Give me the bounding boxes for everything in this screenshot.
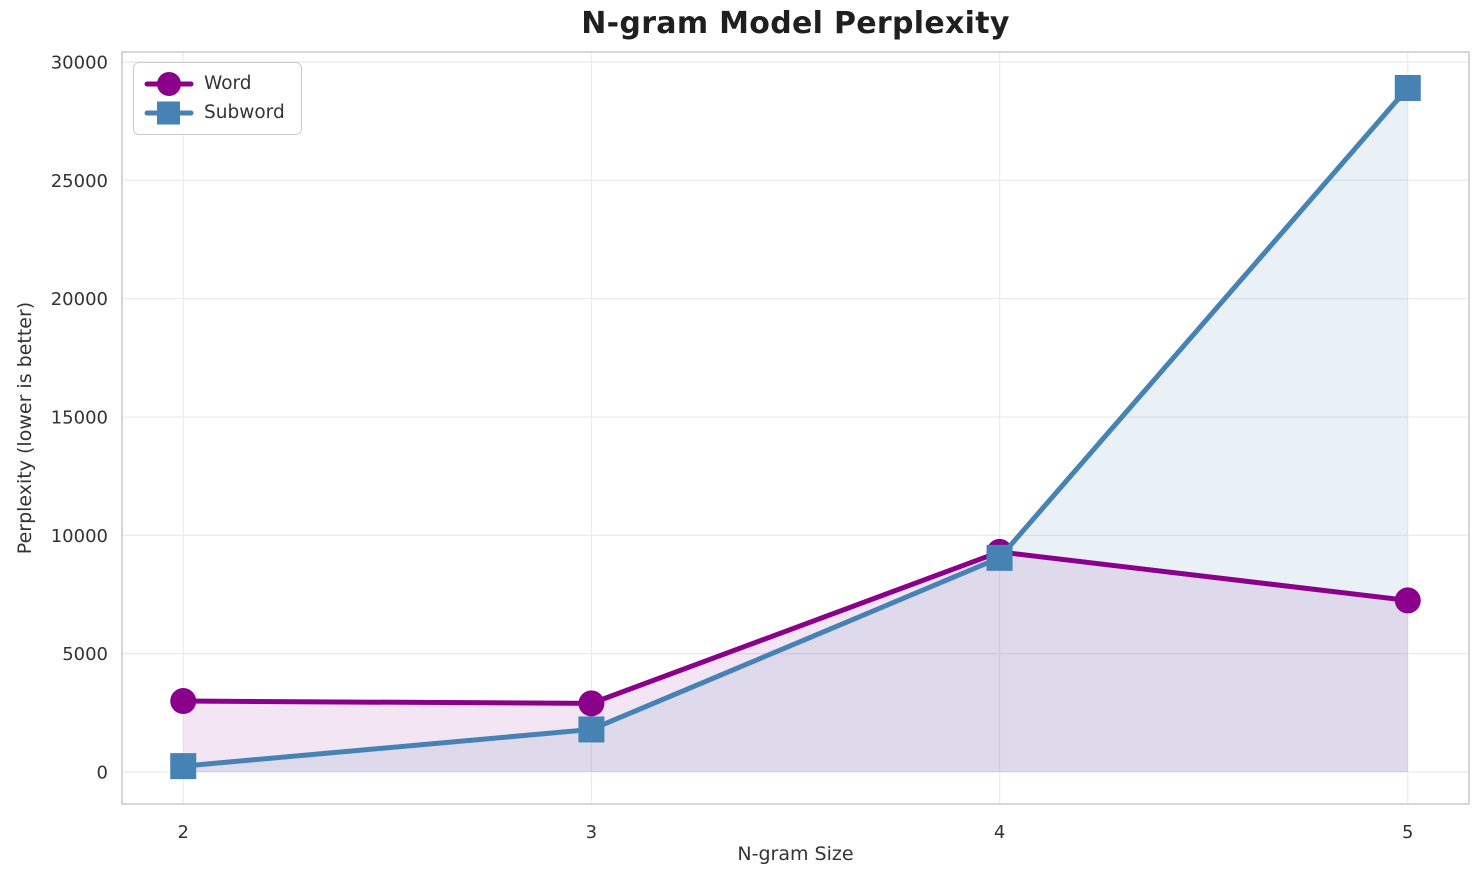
subword-area <box>183 87 1408 773</box>
y-tick-label: 10000 <box>51 526 108 547</box>
chart-title: N-gram Model Perplexity <box>581 6 1010 41</box>
subword-marker <box>170 753 197 780</box>
word-line <box>180 549 1411 706</box>
legend: Word Subword <box>133 62 302 135</box>
word-area <box>183 551 1408 773</box>
y-tick-label: 25000 <box>51 171 108 192</box>
y-tick-label: 30000 <box>51 52 108 73</box>
x-tick-label: 2 <box>178 822 189 843</box>
word-marker <box>1394 587 1421 614</box>
legend-item-label: Word <box>204 72 252 94</box>
x-tick-label: 5 <box>1402 822 1413 843</box>
y-tick-label: 5000 <box>62 644 108 665</box>
y-tick-label: 20000 <box>51 289 108 310</box>
x-tick-label: 3 <box>586 822 597 843</box>
y-tick-label: 0 <box>97 763 108 784</box>
legend-marker-circle-icon <box>144 72 194 96</box>
legend-marker-square-icon <box>144 101 194 125</box>
subword-marker <box>986 544 1013 571</box>
x-tick-label: 4 <box>994 822 1005 843</box>
plot-border <box>121 51 1470 805</box>
legend-item-subword: Subword <box>144 99 285 127</box>
word-marker <box>170 688 197 715</box>
legend-item-word: Word <box>144 70 285 98</box>
subword-line <box>180 85 1411 769</box>
subword-marker <box>578 716 605 743</box>
subword-marker <box>1394 74 1421 101</box>
y-tick-label: 15000 <box>51 407 108 428</box>
x-axis-label: N-gram Size <box>737 843 854 865</box>
legend-item-label: Subword <box>204 101 285 123</box>
word-marker <box>578 690 605 717</box>
y-axis-label: Perplexity (lower is better) <box>14 301 36 555</box>
